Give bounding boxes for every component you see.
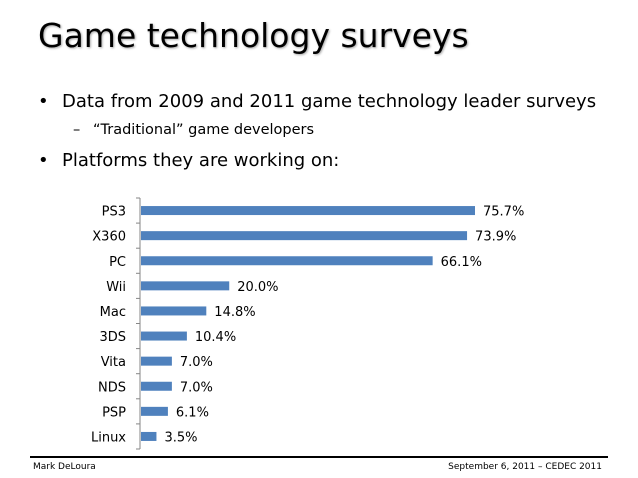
value-label-3ds: 10.4%: [195, 330, 236, 345]
bullet-data-sources: • Data from 2009 and 2011 game technology…: [38, 90, 596, 114]
bar-psp: [141, 406, 168, 416]
bullet-text: Platforms they are working on:: [62, 150, 340, 171]
bar-pc: [141, 256, 433, 266]
bullet-marker: •: [38, 91, 49, 112]
category-label-pc: PC: [109, 255, 126, 270]
bullet-marker: •: [38, 150, 49, 171]
bar-x360: [141, 231, 468, 241]
value-label-linux: 3.5%: [164, 430, 197, 445]
bar-vita: [141, 356, 172, 366]
value-label-x360: 73.9%: [475, 230, 516, 245]
value-label-wii: 20.0%: [237, 280, 278, 295]
value-label-ps3: 75.7%: [483, 205, 524, 220]
value-label-nds: 7.0%: [180, 380, 213, 395]
bullet-text: Data from 2009 and 2011 game technology …: [62, 91, 597, 112]
slide-title: Game technology surveys: [38, 16, 469, 55]
footer-date-event: September 6, 2011 – CEDEC 2011: [448, 462, 602, 472]
sub-bullet-marker: –: [73, 122, 81, 138]
category-label-linux: Linux: [91, 430, 126, 445]
footer-divider: [30, 456, 608, 458]
bar-mac: [141, 306, 207, 316]
category-label-vita: Vita: [101, 355, 126, 370]
sub-bullet-developers: – “Traditional” game developers: [73, 120, 314, 140]
bar-wii: [141, 281, 230, 291]
category-label-3ds: 3DS: [99, 330, 126, 345]
footer-author: Mark DeLoura: [33, 462, 96, 472]
bar-linux: [141, 431, 157, 441]
bar-ps3: [141, 206, 475, 216]
value-label-vita: 7.0%: [180, 355, 213, 370]
value-label-mac: 14.8%: [214, 305, 255, 320]
sub-bullet-text: “Traditional” game developers: [93, 122, 315, 138]
bullet-platforms: • Platforms they are working on:: [38, 149, 339, 173]
value-label-pc: 66.1%: [441, 255, 482, 270]
category-label-ps3: PS3: [102, 205, 126, 220]
category-label-psp: PSP: [102, 405, 126, 420]
category-label-mac: Mac: [100, 305, 126, 320]
category-label-x360: X360: [92, 230, 126, 245]
bar-nds: [141, 381, 172, 391]
category-label-nds: NDS: [98, 380, 126, 395]
bar-3ds: [141, 331, 187, 341]
value-label-psp: 6.1%: [176, 405, 209, 420]
category-label-wii: Wii: [106, 280, 126, 295]
